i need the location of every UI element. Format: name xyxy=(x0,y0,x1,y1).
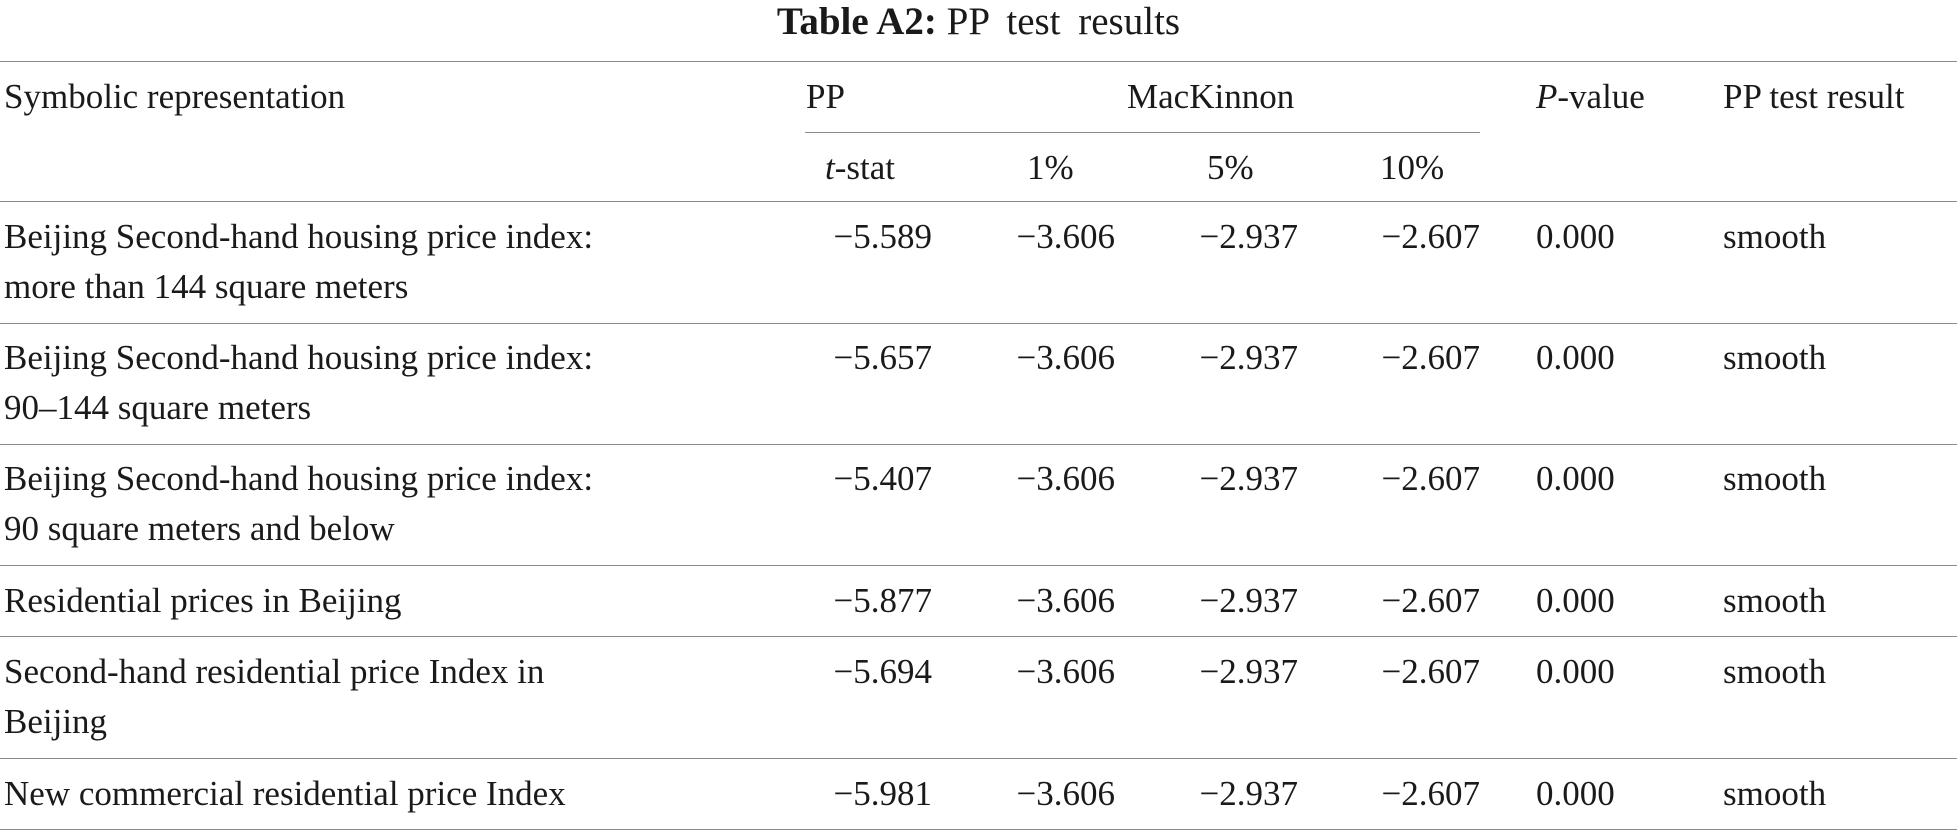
row-pvalue: 0.000 xyxy=(1536,459,1615,498)
row-pvalue: 0.000 xyxy=(1536,581,1615,620)
row-pvalue: 0.000 xyxy=(1536,774,1615,813)
row-tstat: −5.981 xyxy=(833,774,933,813)
row-tstat: −5.657 xyxy=(833,338,933,377)
row-tstat: −5.877 xyxy=(833,581,933,620)
header-1pct: 1% xyxy=(1027,148,1074,187)
caption-label: Table A2: xyxy=(776,0,937,43)
table-caption: Table A2: PP test results xyxy=(0,0,1957,44)
row-label-line1: Beijing Second-hand housing price index: xyxy=(4,459,594,498)
header-symbolic: Symbolic representation xyxy=(4,77,346,116)
row-result: smooth xyxy=(1723,774,1827,813)
header-pvalue-italic: P xyxy=(1536,77,1558,116)
row-label-line2: Beijing xyxy=(4,702,108,741)
header-result: PP test result xyxy=(1723,77,1905,116)
header-tstat-italic: t xyxy=(825,148,835,187)
header-10pct: 10% xyxy=(1380,148,1445,187)
header-5pct: 5% xyxy=(1207,148,1254,187)
row-label-line1: Second-hand residential price Index in xyxy=(4,652,545,691)
row-tstat: −5.407 xyxy=(833,459,933,498)
row-cv5: −2.937 xyxy=(1199,652,1299,691)
row-cv10: −2.607 xyxy=(1381,774,1481,813)
top-rule xyxy=(0,61,1957,62)
row-result: smooth xyxy=(1723,652,1827,691)
row-cv5: −2.937 xyxy=(1199,581,1299,620)
row-rule xyxy=(0,758,1957,759)
row-label-line1: Beijing Second-hand housing price index: xyxy=(4,338,594,377)
header-mackinnon: MacKinnon xyxy=(1127,77,1295,116)
row-cv5: −2.937 xyxy=(1199,459,1299,498)
header-pp: PP xyxy=(806,77,845,116)
row-cv1: −3.606 xyxy=(1016,581,1116,620)
row-rule xyxy=(0,565,1957,566)
header-tstat-rest: -stat xyxy=(834,148,895,187)
row-rule xyxy=(0,636,1957,637)
row-pvalue: 0.000 xyxy=(1536,338,1615,377)
bottom-rule xyxy=(0,829,1957,830)
row-rule xyxy=(0,323,1957,324)
caption-title: PP test results xyxy=(946,0,1181,43)
row-cv5: −2.937 xyxy=(1199,338,1299,377)
header-rule xyxy=(0,201,1957,202)
row-cv10: −2.607 xyxy=(1381,581,1481,620)
row-cv1: −3.606 xyxy=(1016,338,1116,377)
row-label-line1: Beijing Second-hand housing price index: xyxy=(4,217,594,256)
row-cv5: −2.937 xyxy=(1199,774,1299,813)
row-pvalue: 0.000 xyxy=(1536,217,1615,256)
row-label-line2: 90–144 square meters xyxy=(4,388,312,427)
header-pvalue: P-value xyxy=(1536,72,1645,122)
row-rule xyxy=(0,444,1957,445)
row-pvalue: 0.000 xyxy=(1536,652,1615,691)
row-cv10: −2.607 xyxy=(1381,459,1481,498)
row-cv10: −2.607 xyxy=(1381,652,1481,691)
row-label-line1: Residential prices in Beijing xyxy=(4,581,402,620)
row-result: smooth xyxy=(1723,581,1827,620)
row-cv5: −2.937 xyxy=(1199,217,1299,256)
header-pvalue-rest: -value xyxy=(1557,77,1645,116)
row-cv1: −3.606 xyxy=(1016,217,1116,256)
row-result: smooth xyxy=(1723,217,1827,256)
row-cv10: −2.607 xyxy=(1381,338,1481,377)
row-tstat: −5.589 xyxy=(833,217,933,256)
row-result: smooth xyxy=(1723,338,1827,377)
row-tstat: −5.694 xyxy=(833,652,933,691)
row-cv1: −3.606 xyxy=(1016,774,1116,813)
row-cv1: −3.606 xyxy=(1016,459,1116,498)
row-result: smooth xyxy=(1723,459,1827,498)
row-cv1: −3.606 xyxy=(1016,652,1116,691)
row-label-line2: 90 square meters and below xyxy=(4,509,395,548)
row-label-line2: more than 144 square meters xyxy=(4,267,409,306)
header-tstat: t-stat xyxy=(825,143,895,193)
row-cv10: −2.607 xyxy=(1381,217,1481,256)
header-sub-rule xyxy=(805,132,1480,133)
row-label-line1: New commercial residential price Index xyxy=(4,774,566,813)
